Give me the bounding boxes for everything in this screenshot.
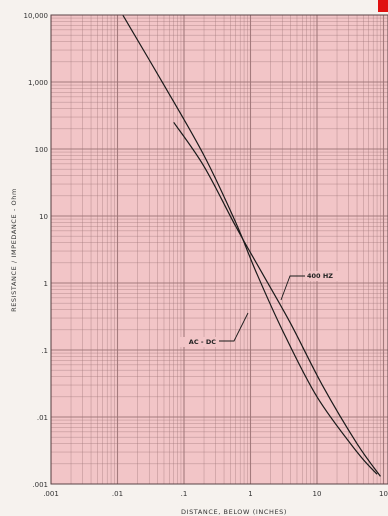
annotation-leader [219, 312, 249, 342]
annotation-layer: 400 HZ AC - DC [180, 271, 343, 347]
tick-layer: 10,000 1,000 100 10 1 .1 .01 .001.001 .01 .1 1 10 10 [24, 12, 388, 498]
y-tick-label: .001 [32, 481, 48, 489]
y-tick-label: .01 [37, 414, 48, 422]
series-line-0 [122, 14, 378, 475]
annotation-background [180, 337, 218, 347]
x-axis-label: DISTANCE, BELOW (INCHES) [181, 508, 287, 516]
x-tick-label: .001 [43, 490, 59, 498]
annotation-leader [280, 275, 305, 301]
x-tick-label: 10 [379, 490, 388, 498]
y-tick-label: 1,000 [28, 79, 48, 87]
annotation-label: AC - DC [189, 338, 216, 346]
x-tick-label: .01 [112, 490, 123, 498]
plot-background [51, 15, 388, 484]
x-tick-label: 10 [313, 490, 322, 498]
y-tick-label: 1 [44, 280, 48, 288]
plot-frame [50, 14, 388, 485]
y-tick-label: 10,000 [24, 12, 49, 20]
x-tick-label: 1 [248, 490, 252, 498]
annotation-background [305, 271, 343, 281]
y-axis-label: RESISTANCE / IMPEDANCE - Ohm [10, 188, 18, 312]
annotation-label: 400 HZ [307, 272, 333, 280]
corner-mark [378, 0, 388, 12]
y-tick-label: .1 [41, 347, 48, 355]
y-tick-label: 100 [35, 146, 48, 154]
series-line-1 [173, 121, 381, 477]
x-tick-label: .1 [181, 490, 188, 498]
y-tick-label: 10 [39, 213, 48, 221]
series-layer [122, 14, 381, 477]
